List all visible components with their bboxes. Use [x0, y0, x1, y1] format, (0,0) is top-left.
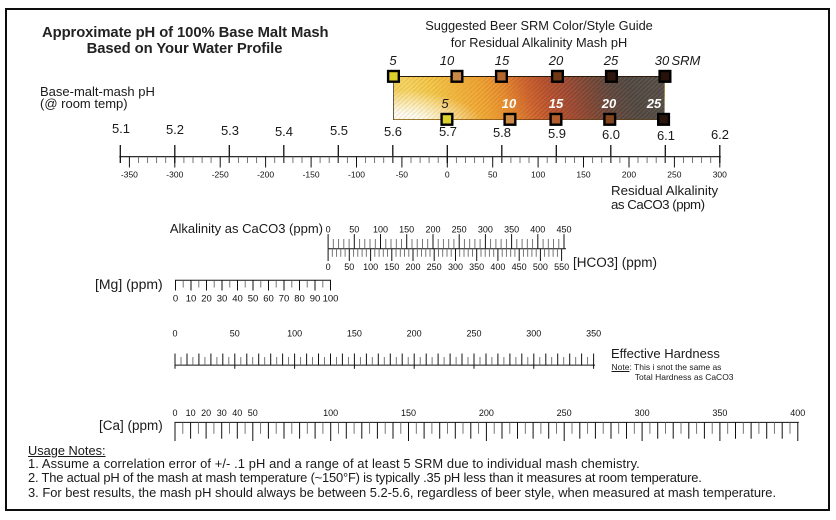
- svg-text:30: 30: [217, 408, 227, 418]
- svg-text:50: 50: [230, 329, 240, 339]
- svg-text:300: 300: [635, 408, 650, 418]
- svg-text:450: 450: [512, 262, 527, 272]
- svg-text:20: 20: [201, 408, 211, 418]
- svg-text:200: 200: [425, 225, 440, 235]
- svg-text:0: 0: [172, 408, 177, 418]
- svg-text:400: 400: [790, 408, 805, 418]
- svg-text:300: 300: [478, 225, 493, 235]
- svg-text:300: 300: [448, 262, 463, 272]
- svg-text:150: 150: [384, 262, 399, 272]
- svg-text:0: 0: [173, 293, 178, 304]
- svg-text:50: 50: [349, 225, 359, 235]
- svg-text:300: 300: [526, 329, 541, 339]
- svg-text:90: 90: [310, 293, 321, 304]
- svg-text:500: 500: [533, 262, 548, 272]
- svg-text:-200: -200: [257, 170, 274, 180]
- svg-text:150: 150: [347, 329, 362, 339]
- svg-text:40: 40: [232, 408, 242, 418]
- svg-text:200: 200: [622, 170, 636, 180]
- svg-text:0: 0: [445, 170, 450, 180]
- svg-text:10: 10: [186, 408, 196, 418]
- svg-text:350: 350: [504, 225, 519, 235]
- svg-text:400: 400: [530, 225, 545, 235]
- svg-text:-100: -100: [348, 170, 365, 180]
- svg-text:250: 250: [427, 262, 442, 272]
- svg-text:550: 550: [554, 262, 569, 272]
- svg-text:-50: -50: [396, 170, 409, 180]
- svg-text:150: 150: [401, 408, 416, 418]
- svg-text:350: 350: [712, 408, 727, 418]
- svg-text:100: 100: [531, 170, 545, 180]
- svg-text:-350: -350: [121, 170, 138, 180]
- svg-text:40: 40: [232, 293, 243, 304]
- svg-text:20: 20: [201, 293, 212, 304]
- svg-text:100: 100: [363, 262, 378, 272]
- svg-text:150: 150: [576, 170, 590, 180]
- svg-text:100: 100: [287, 329, 302, 339]
- svg-text:350: 350: [586, 329, 601, 339]
- svg-text:50: 50: [488, 170, 498, 180]
- svg-text:0: 0: [326, 262, 331, 272]
- svg-text:100: 100: [323, 293, 339, 304]
- svg-text:150: 150: [399, 225, 414, 235]
- svg-text:0: 0: [172, 329, 177, 339]
- svg-text:450: 450: [556, 225, 571, 235]
- svg-text:200: 200: [405, 262, 420, 272]
- svg-text:-250: -250: [212, 170, 229, 180]
- svg-text:0: 0: [326, 225, 331, 235]
- svg-text:80: 80: [294, 293, 305, 304]
- svg-text:-300: -300: [166, 170, 183, 180]
- svg-text:10: 10: [186, 293, 197, 304]
- svg-text:250: 250: [557, 408, 572, 418]
- svg-text:200: 200: [479, 408, 494, 418]
- svg-text:100: 100: [373, 225, 388, 235]
- svg-text:250: 250: [466, 329, 481, 339]
- svg-text:50: 50: [248, 293, 259, 304]
- svg-text:70: 70: [279, 293, 290, 304]
- svg-text:400: 400: [490, 262, 505, 272]
- svg-text:350: 350: [469, 262, 484, 272]
- svg-text:60: 60: [263, 293, 274, 304]
- svg-text:100: 100: [323, 408, 338, 418]
- svg-text:50: 50: [248, 408, 258, 418]
- svg-text:300: 300: [713, 170, 727, 180]
- svg-text:200: 200: [407, 329, 422, 339]
- svg-text:30: 30: [217, 293, 228, 304]
- svg-text:-150: -150: [303, 170, 320, 180]
- svg-text:50: 50: [344, 262, 354, 272]
- svg-text:250: 250: [452, 225, 467, 235]
- svg-text:250: 250: [667, 170, 681, 180]
